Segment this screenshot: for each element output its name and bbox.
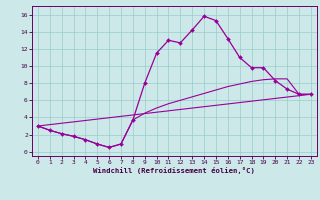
X-axis label: Windchill (Refroidissement éolien,°C): Windchill (Refroidissement éolien,°C) — [93, 167, 255, 174]
